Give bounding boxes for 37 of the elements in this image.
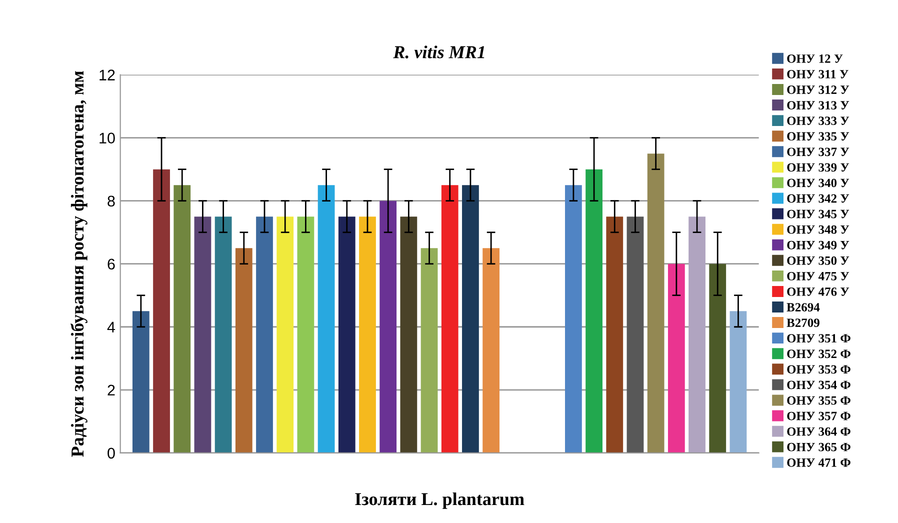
legend-label: ОНУ 340 У bbox=[787, 178, 850, 188]
legend-label: ОНУ 350 У bbox=[787, 256, 850, 265]
legend-label: ОНУ 475 У bbox=[787, 272, 850, 280]
legend-label: ОНУ 476 У bbox=[787, 288, 850, 296]
legend-label: ОНУ 342 У bbox=[787, 194, 850, 203]
legend-label: ОНУ 339 У bbox=[787, 163, 850, 172]
legend-label: ОНУ 337 У bbox=[787, 148, 850, 156]
y-tick-label: 6 bbox=[108, 258, 115, 270]
chart-title: R. vitis MR1 bbox=[393, 46, 484, 58]
y-tick-label: 12 bbox=[100, 70, 115, 80]
x-axis-title: Ізоляти L. plantarum bbox=[355, 492, 524, 509]
legend-label: ОНУ 471 Ф bbox=[787, 458, 850, 467]
legend-label: ОНУ 333 У bbox=[787, 116, 850, 126]
legend-label: ОНУ 353 Ф bbox=[787, 365, 850, 374]
legend-label: ОНУ 12 У bbox=[787, 54, 843, 63]
legend-label: ОНУ 313 У bbox=[787, 101, 850, 110]
legend-label: B2709 bbox=[786, 318, 820, 328]
y-tick-label: 10 bbox=[100, 132, 115, 144]
legend-label: ОНУ 354 Ф bbox=[787, 380, 850, 390]
legend-label: ОНУ 355 Ф bbox=[787, 396, 850, 405]
legend-label: ОНУ 365 Ф bbox=[787, 442, 850, 452]
legend-label: ОНУ 351 Ф bbox=[787, 334, 850, 343]
legend-label: ОНУ 335 У bbox=[787, 132, 850, 141]
legend-label: ОНУ 312 У bbox=[787, 86, 850, 94]
y-tick-label: 0 bbox=[108, 448, 115, 459]
y-tick-label: 2 bbox=[108, 384, 115, 396]
legend-label: ОНУ 357 Ф bbox=[787, 412, 850, 420]
legend-label: ОНУ 364 Ф bbox=[787, 427, 850, 436]
legend-label: ОНУ 349 У bbox=[787, 240, 850, 250]
legend-label: ОНУ 348 У bbox=[787, 225, 850, 234]
y-axis-title: Радіуси зон інгібування росту фітопатогена, мм bbox=[70, 71, 88, 457]
legend-label: B2694 bbox=[786, 303, 820, 312]
y-tick-label: 8 bbox=[108, 196, 115, 207]
legend-label: ОНУ 311 У bbox=[787, 70, 848, 78]
y-tick-label: 4 bbox=[107, 322, 116, 332]
legend-label: ОНУ 345 У bbox=[787, 210, 850, 218]
legend-label: ОНУ 352 Ф bbox=[787, 350, 850, 358]
